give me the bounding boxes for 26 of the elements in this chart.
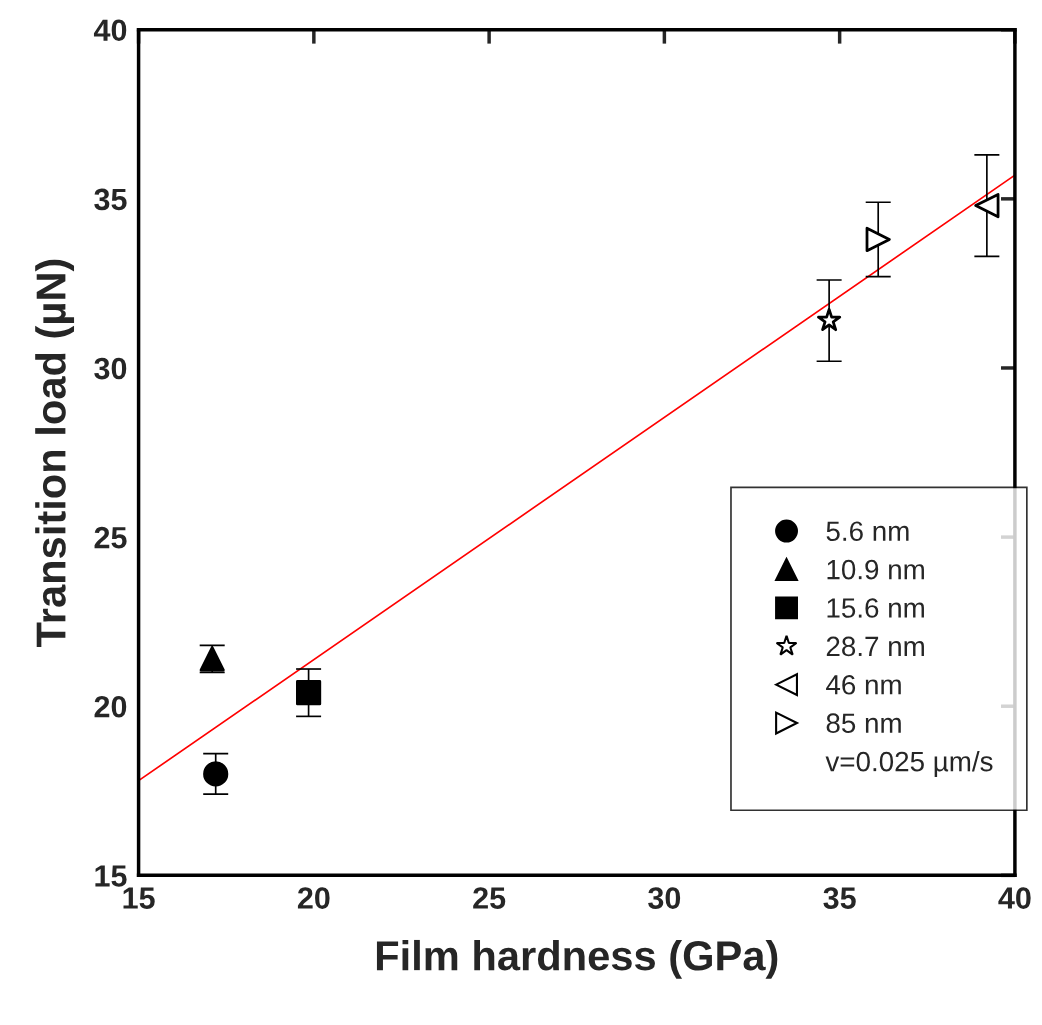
legend-label: 28.7 nm <box>826 636 924 657</box>
legend-label: 15.6 nm <box>827 598 924 618</box>
x-tick-label: 35 <box>823 887 856 909</box>
point <box>817 308 842 332</box>
y-tick-label: 30 <box>94 357 127 380</box>
y-tick-label: 40 <box>93 19 127 42</box>
y-tick-label: 20 <box>94 695 127 718</box>
legend-label: 85 nm <box>826 713 901 734</box>
x-tick-label: 15 <box>123 887 155 909</box>
point <box>203 761 229 787</box>
x-axis-title: Film hardness (GPa) <box>376 939 778 979</box>
annotation: v=0.025 µm/s <box>825 751 993 777</box>
y-tick-label: 35 <box>94 188 127 211</box>
x-tick-label: 20 <box>297 887 330 909</box>
x-tick-label: 25 <box>473 887 506 909</box>
point <box>974 193 1000 219</box>
legend-label: 46 nm <box>826 674 901 695</box>
x-tick-label: 40 <box>998 887 1031 909</box>
point <box>296 680 322 706</box>
point <box>865 226 891 253</box>
y-tick-label: 25 <box>94 526 127 549</box>
x-tick-label: 30 <box>648 887 681 909</box>
y-tick-label: 15 <box>95 865 127 887</box>
y-axis-title: Transition load (µN) <box>35 259 75 647</box>
legend-label: 10.9 nm <box>827 559 924 580</box>
legend-label: 5.6 nm <box>826 521 909 542</box>
